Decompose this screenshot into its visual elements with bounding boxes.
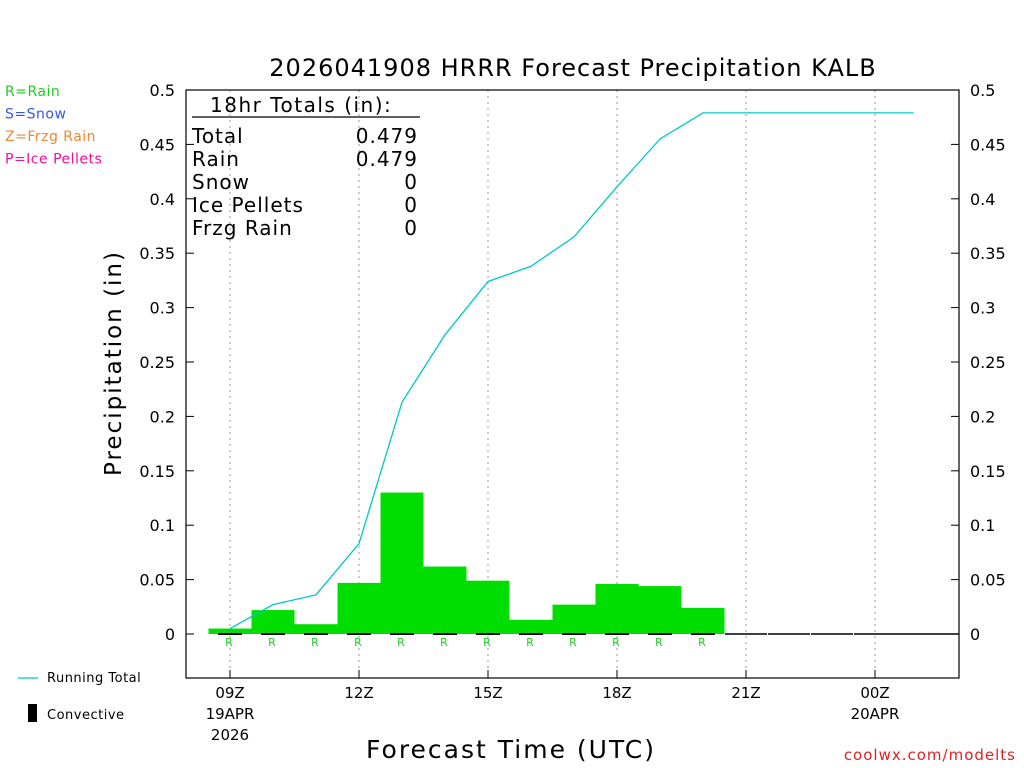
xtick-date-09Z: 19APR (206, 705, 255, 723)
plot-frame (185, 89, 960, 679)
ytick-label-right: 0.45 (970, 135, 1006, 154)
type-legend-item: R=Rain (5, 84, 60, 100)
chart-title: 2026041908 HRRR Forecast Precipitation K… (269, 54, 876, 82)
xtick-label-00Z: 00Z (860, 684, 889, 702)
credit-text: coolwx.com/modelts (844, 746, 1016, 764)
ytick-label-left: 0.45 (139, 135, 175, 154)
xtick-year-09Z: 2026 (211, 726, 249, 744)
totals-value-frzg-rain: 0 (404, 216, 418, 240)
bar-9z (208, 628, 252, 634)
type-label-17z: R (569, 636, 577, 649)
bar-20z (681, 607, 725, 634)
bar-11z (294, 624, 338, 634)
ytick-label-left: 0.35 (139, 244, 175, 263)
type-label-12z: R (354, 636, 362, 649)
type-label-15z: R (483, 636, 491, 649)
totals-label-snow: Snow (192, 170, 250, 194)
totals-header: 18hr Totals (in): (210, 93, 392, 117)
bar-18z (595, 583, 639, 634)
ytick-label-right: 0.35 (970, 244, 1006, 263)
bar-13z (380, 492, 424, 634)
type-label-18z: R (612, 636, 620, 649)
xtick-label-18Z: 18Z (602, 684, 631, 702)
running-total-legend-label: Running Total (47, 671, 141, 686)
ytick-label-left: 0.1 (150, 516, 175, 535)
ytick-label-right: 0.4 (970, 190, 995, 209)
type-label-20z: R (698, 636, 706, 649)
x-axis-ticks: 09Z 19APR 2026 12Z 15Z 18Z 21Z 00Z 20APR (206, 670, 900, 744)
ytick-label-left: 0.3 (150, 299, 175, 318)
type-label-9z: R (225, 636, 233, 649)
totals-value-total: 0.479 (356, 124, 418, 148)
ytick-label-right: 0.3 (970, 299, 995, 318)
ytick-label-left: 0.05 (139, 571, 175, 590)
type-legend-item: Z=Frzg Rain (5, 129, 96, 145)
x-gridlines (229, 90, 876, 678)
ytick-label-right: 0.15 (970, 462, 1006, 481)
type-label-10z: R (268, 636, 276, 649)
ytick-label-left: 0.2 (150, 407, 175, 426)
bar-17z (552, 604, 596, 634)
ytick-label-right: 0.5 (970, 81, 995, 100)
ytick-label-left: 0.25 (139, 353, 175, 372)
type-legend-item: S=Snow (5, 107, 66, 123)
totals-box: 18hr Totals (in): Total 0.479 Rain 0.479 Sno… (191, 93, 420, 240)
bar-15z (466, 580, 510, 634)
convective-legend-label: Convective (47, 708, 125, 723)
type-label-11z: R (311, 636, 319, 649)
totals-label-total: Total (191, 124, 244, 148)
type-label-16z: R (526, 636, 534, 649)
totals-label-frzg-rain: Frzg Rain (192, 216, 293, 240)
running-total-line (229, 112, 914, 630)
xtick-label-21Z: 21Z (731, 684, 760, 702)
x-axis-label: Forecast Time (UTC) (366, 735, 656, 764)
ytick-label-left: 0 (165, 625, 175, 644)
y-axis-label: Precipitation (in) (101, 250, 127, 476)
xtick-label-15Z: 15Z (473, 684, 502, 702)
ytick-label-right: 0.25 (970, 353, 1006, 372)
y-axes-ticks: 0 00.05 0.050.1 0.10.15 0.150.2 0.20.25 0.250.… (139, 81, 1005, 644)
ytick-label-right: 0 (970, 625, 980, 644)
ytick-label-right: 0.05 (970, 571, 1006, 590)
totals-value-ice-pellets: 0 (404, 193, 418, 217)
xtick-label-12Z: 12Z (344, 684, 373, 702)
ytick-label-left: 0.15 (139, 462, 175, 481)
totals-value-rain: 0.479 (356, 147, 418, 171)
convective-legend-swatch (28, 704, 37, 722)
bar-12z (337, 582, 381, 634)
bar-10z (251, 610, 295, 634)
type-label-13z: R (397, 636, 405, 649)
ytick-label-right: 0.2 (970, 407, 995, 426)
totals-value-snow: 0 (404, 170, 418, 194)
xtick-date-00Z: 20APR (851, 705, 900, 723)
bar-16z (509, 619, 553, 634)
bar-14z (423, 566, 467, 634)
totals-label-ice-pellets: Ice Pellets (192, 193, 304, 217)
ytick-label-left: 0.4 (150, 190, 175, 209)
xtick-label-09Z: 09Z (215, 684, 244, 702)
ytick-label-left: 0.5 (150, 81, 175, 100)
ytick-label-right: 0.1 (970, 516, 995, 535)
type-legend-item: P=Ice Pellets (5, 152, 102, 168)
type-label-19z: R (655, 636, 663, 649)
totals-label-rain: Rain (192, 147, 240, 171)
type-label-14z: R (440, 636, 448, 649)
bar-19z (638, 586, 682, 634)
precip-bars (208, 492, 725, 634)
precip-type-legend: R=Rain S=Snow Z=Frzg Rain P=Ice Pellets (5, 84, 102, 168)
